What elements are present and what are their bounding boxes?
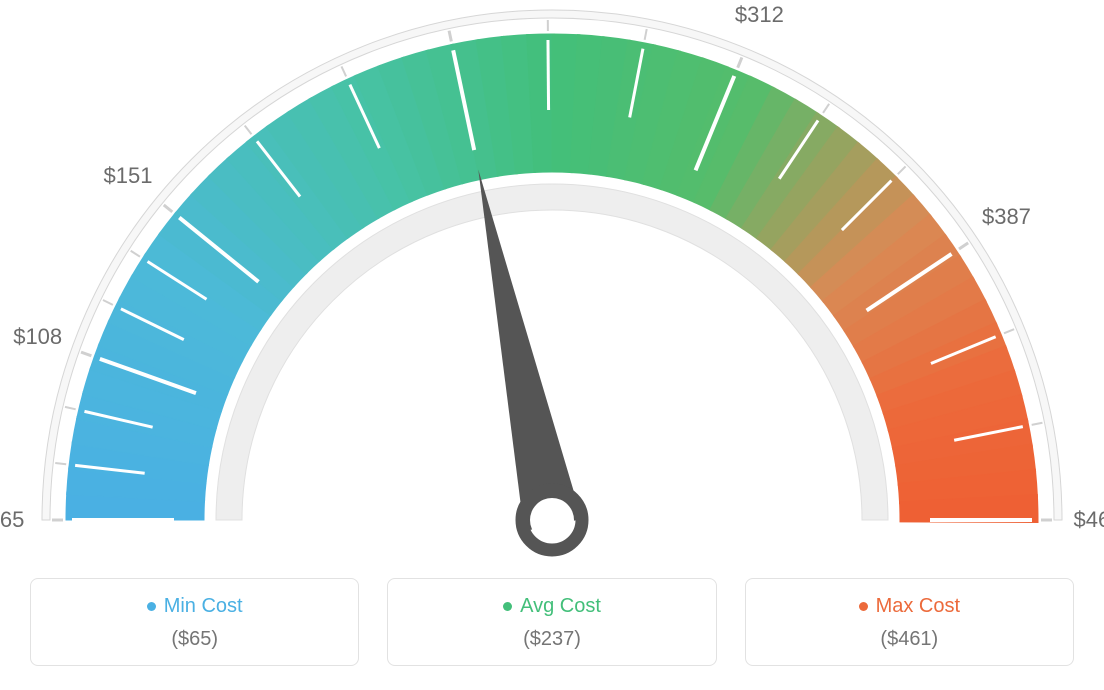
- legend-label: Avg Cost: [520, 595, 601, 618]
- gauge-tick-label: $151: [104, 163, 153, 189]
- legend-dot-avg: [503, 602, 512, 611]
- legend-value-max: ($461): [756, 628, 1063, 651]
- legend-title-avg: Avg Cost: [503, 595, 601, 618]
- gauge-tick-label: $387: [982, 204, 1031, 230]
- legend-card-min: Min Cost ($65): [30, 578, 359, 666]
- legend-value-avg: ($237): [398, 628, 705, 651]
- legend-dot-min: [147, 602, 156, 611]
- legend-card-avg: Avg Cost ($237): [387, 578, 716, 666]
- legend-label: Max Cost: [876, 595, 960, 618]
- gauge-chart: $65$108$151$237$312$387$461: [0, 0, 1104, 560]
- legend-value-min: ($65): [41, 628, 348, 651]
- gauge-tick-label: $312: [735, 2, 784, 28]
- legend-row: Min Cost ($65) Avg Cost ($237) Max Cost …: [30, 578, 1074, 666]
- legend-dot-max: [859, 602, 868, 611]
- gauge-svg: [0, 0, 1104, 560]
- gauge-tick-label: $461: [1074, 507, 1104, 533]
- legend-label: Min Cost: [164, 595, 243, 618]
- legend-card-max: Max Cost ($461): [745, 578, 1074, 666]
- legend-title-max: Max Cost: [859, 595, 960, 618]
- gauge-tick-label: $65: [0, 507, 24, 533]
- gauge-tick-label: $108: [13, 324, 62, 350]
- cost-gauge-container: $65$108$151$237$312$387$461 Min Cost ($6…: [0, 0, 1104, 690]
- legend-title-min: Min Cost: [147, 595, 243, 618]
